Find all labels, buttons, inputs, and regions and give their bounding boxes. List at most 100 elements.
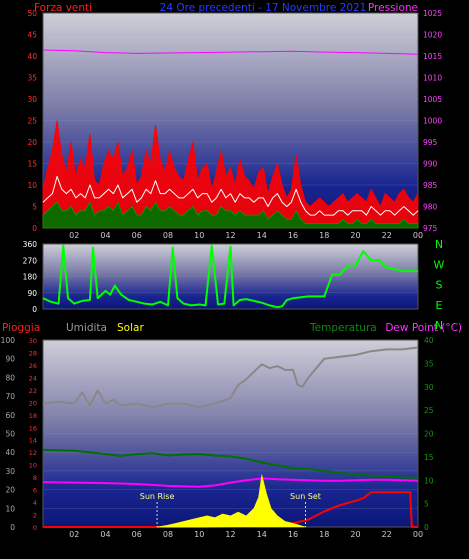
- y-tick-rain: 12: [29, 449, 37, 457]
- y-tick-humidity: 50: [5, 430, 15, 439]
- y-tick-rain: 18: [29, 412, 37, 420]
- y-tick-left: 20: [27, 138, 37, 147]
- series-line: [42, 477, 419, 488]
- x-tick-label: 00: [413, 231, 423, 240]
- y-tick-rain: 6: [33, 487, 37, 495]
- y-tick-right: 1020: [423, 31, 442, 40]
- y-tick-right: 980: [423, 203, 438, 212]
- y-tick-right: 1000: [423, 117, 442, 126]
- y-tick-rain: 20: [29, 399, 37, 407]
- compass-label: N: [435, 319, 443, 332]
- y-tick-humidity: 40: [5, 448, 15, 457]
- panel3-dewpoint-label: Dew Point (°C): [385, 322, 462, 334]
- x-tick-label: 04: [100, 530, 110, 539]
- x-tick-label: 14: [257, 530, 267, 539]
- y-tick-rain: 14: [29, 437, 37, 445]
- series-line: [42, 49, 419, 55]
- y-tick-left: 30: [27, 95, 37, 104]
- y-tick-left: 5: [32, 203, 37, 212]
- panel1-left-label: Forza venti: [34, 2, 92, 14]
- y-tick-left: 0: [32, 224, 37, 233]
- y-tick-humidity: 60: [5, 411, 15, 420]
- x-tick-label: 18: [319, 231, 329, 240]
- y-tick-left: 25: [27, 117, 37, 126]
- y-tick-left: 10: [27, 181, 37, 190]
- y-tick-humidity: 30: [5, 467, 15, 476]
- panel3-series: [42, 346, 419, 528]
- y-tick-right: 995: [423, 138, 438, 147]
- panel3-temperature-ticks: 0 5 10 15 20 25 30 35 40: [424, 336, 434, 532]
- panel3-rain-label: Pioggia: [2, 322, 40, 334]
- panel2-left-ticks: 0 90 180 270 360: [23, 240, 38, 314]
- x-tick-label: 12: [225, 231, 235, 240]
- y-tick-right: 1010: [423, 74, 442, 83]
- x-tick-label: 00: [413, 530, 423, 539]
- series-line: [42, 244, 418, 309]
- y-tick-left: 40: [27, 52, 37, 61]
- y-tick-rain: 26: [29, 362, 37, 370]
- panel3-humidity-ticks: 0 10 20 30 40 50 60 70 80 90 100: [1, 336, 16, 532]
- x-tick-label: 20: [350, 530, 360, 539]
- y-tick-humidity: 0: [10, 523, 15, 532]
- panel2-series: [42, 244, 418, 309]
- panel2-plot-area: [42, 243, 419, 310]
- y-tick-humidity: 80: [5, 373, 15, 382]
- y-tick-rain: 28: [29, 349, 37, 357]
- x-tick-label: 08: [163, 530, 173, 539]
- y-tick-rain: 10: [29, 462, 37, 470]
- y-tick-temperature: 30: [424, 383, 434, 392]
- x-tick-label: 20: [350, 231, 360, 240]
- panel3-plot-area: [42, 339, 419, 528]
- panel3-humidity-label: Umidita: [66, 322, 107, 334]
- x-tick-label: 16: [288, 530, 298, 539]
- x-tick-label: 16: [288, 231, 298, 240]
- y-tick-humidity: 100: [1, 336, 16, 345]
- y-tick-left: 270: [23, 256, 38, 265]
- x-tick-label: 18: [319, 530, 329, 539]
- y-tick-humidity: 90: [5, 355, 15, 364]
- y-tick-rain: 24: [29, 374, 37, 382]
- y-tick-temperature: 5: [424, 500, 429, 509]
- y-tick-temperature: 40: [424, 336, 434, 345]
- y-tick-humidity: 10: [5, 504, 15, 513]
- y-tick-left: 15: [27, 160, 37, 169]
- x-tick-label: 22: [382, 231, 392, 240]
- panel1-left-ticks: 0 5 10 15 20 25 30 35 40 45 50: [27, 9, 37, 233]
- y-tick-temperature: 15: [424, 453, 434, 462]
- panel1-x-ticks: 02 04 06 08 10 12 14 16 18 20 22 00: [69, 231, 423, 240]
- panel3-gridlines: [43, 358, 418, 509]
- y-tick-right: 985: [423, 181, 438, 190]
- y-tick-temperature: 35: [424, 359, 434, 368]
- x-tick-label: 02: [69, 231, 79, 240]
- y-tick-left: 90: [27, 289, 37, 298]
- x-tick-label: 10: [194, 530, 204, 539]
- y-tick-rain: 16: [29, 424, 37, 432]
- y-tick-left: 50: [27, 9, 37, 18]
- x-tick-label: 02: [69, 530, 79, 539]
- y-tick-rain: 2: [33, 512, 37, 520]
- y-tick-right: 1025: [423, 9, 442, 18]
- series-line: [42, 448, 419, 479]
- series-line: [42, 175, 419, 216]
- y-tick-rain: 4: [33, 499, 37, 507]
- y-tick-left: 180: [23, 273, 38, 282]
- y-tick-right: 975: [423, 224, 438, 233]
- series-line: [42, 346, 419, 409]
- x-tick-label: 22: [382, 530, 392, 539]
- y-tick-temperature: 10: [424, 476, 434, 485]
- y-tick-left: 45: [27, 31, 37, 40]
- y-tick-rain: 8: [33, 474, 37, 482]
- y-tick-temperature: 25: [424, 406, 434, 415]
- y-tick-rain: 30: [29, 337, 37, 345]
- compass-label: N: [435, 238, 443, 251]
- compass-label: W: [434, 258, 445, 271]
- y-tick-humidity: 20: [5, 486, 15, 495]
- y-tick-temperature: 20: [424, 430, 434, 439]
- compass-label: S: [436, 279, 443, 292]
- x-tick-label: 08: [163, 231, 173, 240]
- panel3-x-ticks: 02 04 06 08 10 12 14 16 18 20 22 00: [69, 530, 423, 539]
- y-tick-right: 990: [423, 160, 438, 169]
